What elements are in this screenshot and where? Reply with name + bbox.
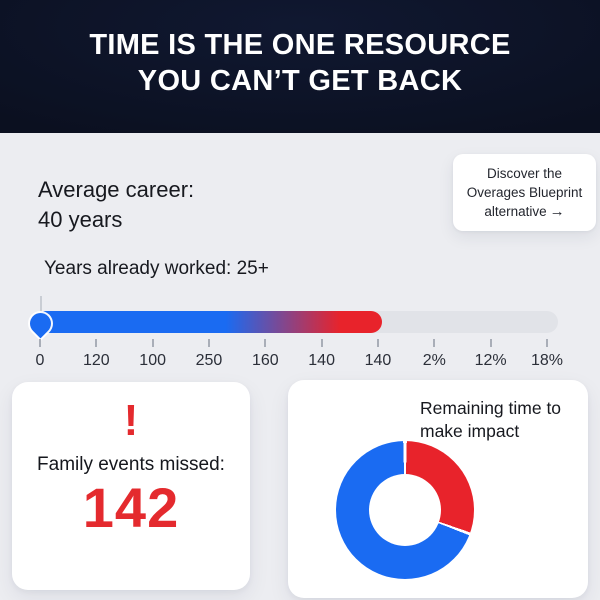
remaining-time-card: Remaining time to make impact: [288, 380, 588, 598]
tick-label: 120: [82, 352, 110, 369]
remaining-time-title: Remaining time to make impact: [420, 398, 562, 441]
page-title-line-2: YOU CAN’T GET BACK: [137, 65, 463, 97]
tick-label: 100: [139, 352, 166, 369]
tick-mark: [489, 339, 492, 347]
donut-hole: [369, 474, 441, 546]
tick-label: 18%: [530, 352, 563, 369]
tick-label: 2%: [422, 352, 446, 369]
alert-exclamation-icon: !: [123, 396, 139, 445]
average-career-label: Average career: 40 years: [38, 175, 194, 235]
discover-cta-card[interactable]: Discover the Overages Blueprint alternat…: [453, 154, 596, 231]
tick-mark: [433, 339, 436, 347]
average-career-line-1: Average career:: [38, 177, 195, 202]
tick-mark: [151, 339, 154, 347]
scale-col: 2%: [412, 339, 456, 370]
scale-col: 140: [356, 339, 400, 370]
scale-col: 250: [187, 339, 231, 370]
cta-line-3: alternative: [484, 204, 547, 219]
tick-mark: [207, 339, 210, 347]
tick-label: 140: [308, 352, 335, 369]
page-title-line-1: TIME IS THE ONE RESOURCE: [89, 29, 511, 61]
average-career-line-2: 40 years: [38, 207, 123, 232]
scale-col: 12%: [469, 339, 513, 370]
impact-donut-chart: [336, 441, 474, 579]
arrow-right-icon: →: [549, 203, 565, 220]
family-events-value: 142: [82, 476, 180, 539]
scale-col: 120: [74, 339, 118, 370]
scale-col: 18%: [525, 339, 569, 370]
tick-label: 250: [195, 352, 223, 369]
tick-label: 160: [251, 352, 279, 369]
family-events-card: ! Family events missed: 142: [12, 382, 250, 590]
discover-cta-text: Discover the Overages Blueprint alternat…: [467, 164, 583, 221]
progress-fill: [35, 311, 383, 333]
scale-col: 140: [300, 339, 344, 370]
slider-zero-stem: [40, 296, 42, 313]
tick-label: 0: [35, 352, 45, 369]
cta-line-1: Discover the: [486, 166, 563, 181]
cta-line-2: Overages Blueprint: [466, 185, 583, 200]
progress-track[interactable]: [35, 311, 558, 333]
scale-col: 0: [18, 339, 62, 370]
scale-col: 160: [243, 339, 287, 370]
tick-mark: [95, 339, 98, 347]
tick-mark: [320, 339, 323, 347]
header-banner: TIME IS THE ONE RESOURCE YOU CAN’T GET B…: [0, 0, 600, 133]
tick-label: 12%: [474, 352, 507, 369]
tick-mark: [264, 339, 267, 347]
tick-mark: [376, 339, 379, 347]
tick-mark: [39, 339, 41, 347]
scale-col: 100: [131, 339, 175, 370]
gauge-scale: 0 120 100 250 160 140 140 2% 12% 18%: [18, 339, 569, 370]
years-worked-label: Years already worked: 25+: [44, 258, 269, 279]
tick-label: 140: [364, 352, 392, 369]
tick-mark: [545, 339, 548, 347]
family-events-label: Family events missed:: [37, 454, 225, 475]
